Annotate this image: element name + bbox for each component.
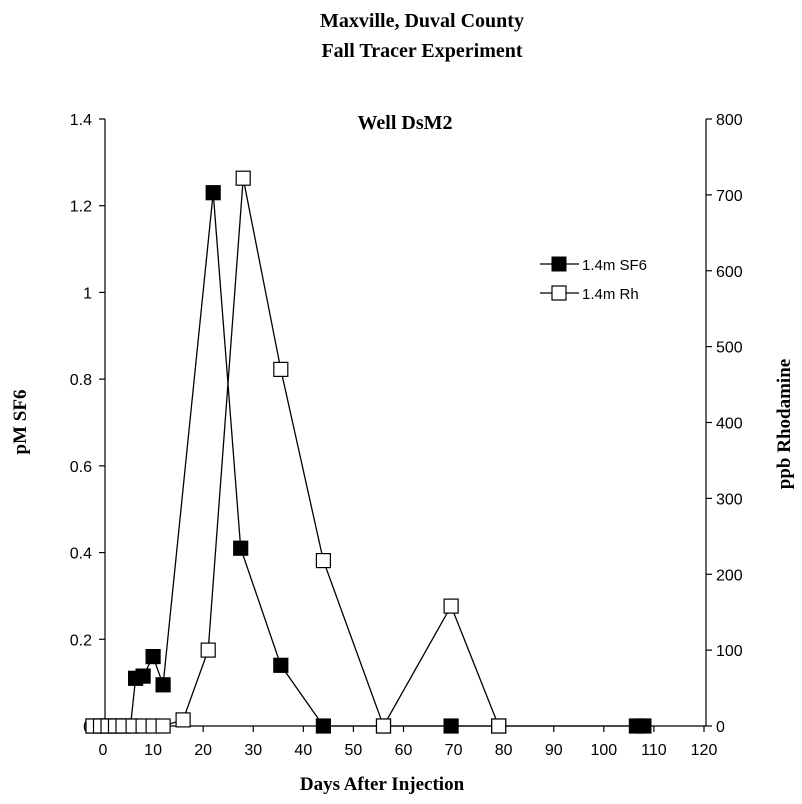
x-tick-label: 100 xyxy=(590,742,617,759)
data-point-rhodamine xyxy=(315,552,331,569)
axes xyxy=(96,119,707,727)
data-point-rhodamine xyxy=(273,361,289,377)
y-right-tick-label: 300 xyxy=(716,491,743,508)
data-point-rhodamine xyxy=(443,598,459,614)
x-tick-label: 70 xyxy=(445,742,463,759)
data-point-rhodamine xyxy=(375,718,392,734)
data-point-sf6 xyxy=(155,677,171,693)
data-point-rhodamine xyxy=(235,170,251,186)
x-tick-label: 110 xyxy=(641,742,667,759)
y-left-tick-label: 0.6 xyxy=(70,459,92,476)
legend: 1.4m SF6 1.4m Rh xyxy=(540,256,647,303)
y-right-tick-label: 400 xyxy=(716,416,743,433)
data-point-rhodamine xyxy=(200,642,216,658)
x-tick-label: 120 xyxy=(691,742,718,759)
data-point-sf6 xyxy=(273,657,289,673)
y-right-tick-label: 200 xyxy=(716,567,743,584)
y-left-tick-label: 1.4 xyxy=(70,112,92,129)
y-right-tick-label: 500 xyxy=(716,340,743,357)
series-line-rhodamine xyxy=(93,178,500,728)
y-right-tick-label: 700 xyxy=(716,188,743,205)
chart-title: Maxville, Duval County xyxy=(320,10,524,32)
y-axis-left-title: pM SF6 xyxy=(10,390,31,455)
data-point-sf6 xyxy=(233,540,249,556)
x-tick-label: 90 xyxy=(545,742,563,759)
data-point-rhodamine xyxy=(491,718,507,734)
tick-group: 010203040506070809010011012000.20.40.60.… xyxy=(70,112,743,759)
data-point-sf6 xyxy=(315,718,331,734)
data-point-sf6 xyxy=(636,718,652,734)
x-axis-title: Days After Injection xyxy=(300,774,465,795)
x-tick-label: 50 xyxy=(345,742,363,759)
data-point-sf6 xyxy=(205,185,221,201)
panel-title: Well DsM2 xyxy=(358,112,453,134)
legend-marker-rh xyxy=(551,285,567,301)
y-left-tick-label: 0.4 xyxy=(70,546,92,563)
y-right-tick-label: 600 xyxy=(716,264,743,281)
legend-marker-sf6 xyxy=(551,256,567,272)
x-tick-label: 40 xyxy=(294,742,312,759)
series-line-sf6 xyxy=(93,192,644,727)
y-left-tick-label: 0.2 xyxy=(70,632,92,649)
y-left-tick-label: 0.8 xyxy=(70,372,92,389)
legend-label-rh: 1.4m Rh xyxy=(582,286,639,303)
data-point-sf6 xyxy=(443,718,459,734)
x-tick-label: 60 xyxy=(395,742,413,759)
x-tick-label: 10 xyxy=(144,742,162,759)
x-tick-label: 20 xyxy=(194,742,212,759)
y-right-tick-label: 100 xyxy=(716,643,743,660)
y-left-tick-label: 1.2 xyxy=(70,199,92,216)
x-tick-label: 80 xyxy=(495,742,513,759)
y-left-tick-label: 1 xyxy=(83,285,92,302)
y-right-tick-label: 800 xyxy=(716,112,743,129)
chart-subtitle: Fall Tracer Experiment xyxy=(321,40,522,62)
series-rhodamine xyxy=(85,170,507,734)
x-tick-label: 0 xyxy=(99,742,108,759)
data-point-sf6 xyxy=(145,648,161,665)
data-point-rhodamine xyxy=(175,712,191,728)
data-point-rhodamine xyxy=(155,718,171,734)
legend-label-sf6: 1.4m SF6 xyxy=(582,257,647,274)
x-tick-label: 30 xyxy=(244,742,262,759)
data-point-sf6 xyxy=(135,668,151,684)
y-axis-right-title: ppb Rhodamine xyxy=(774,359,795,489)
series-group xyxy=(85,170,652,734)
y-right-tick-label: 0 xyxy=(716,719,725,736)
